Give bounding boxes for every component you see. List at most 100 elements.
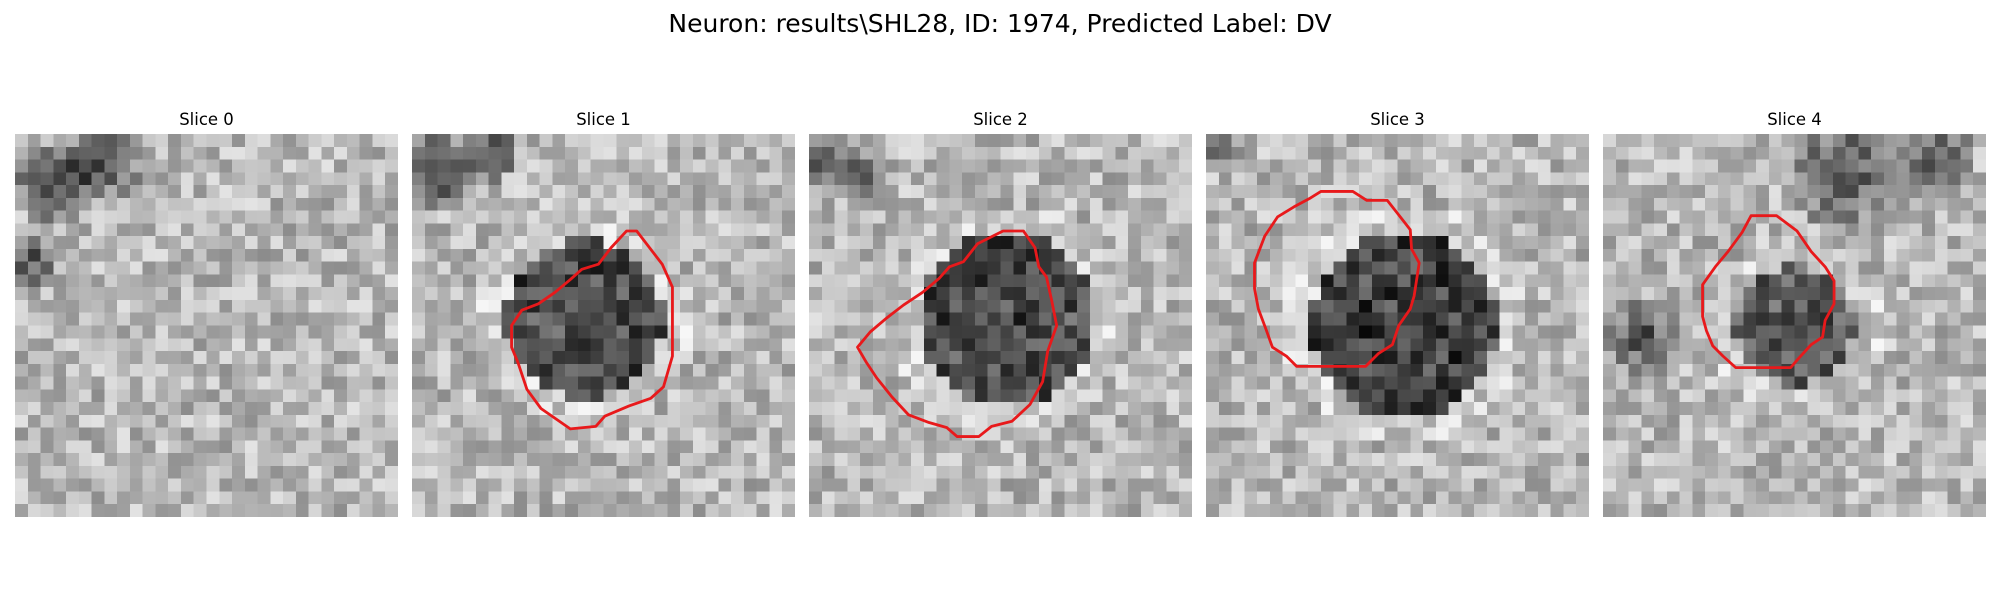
pixel [1641,274,1655,288]
pixel [1115,478,1129,492]
pixel [1384,299,1398,313]
pixel [1282,414,1296,428]
pixel [27,236,41,250]
pixel [692,440,706,454]
pixel [180,261,194,275]
pixel [565,338,579,352]
pixel [1486,351,1500,365]
pixel [782,274,795,288]
pixel [27,287,41,301]
pixel [53,453,67,467]
pixel [244,185,258,199]
pixel [987,197,1001,211]
pixel [1871,223,1885,237]
pixel [1448,146,1462,160]
pixel [1486,465,1500,479]
pixel [526,376,540,390]
pixel [1563,465,1577,479]
pixel [1666,261,1680,275]
pixel [898,376,912,390]
pixel [641,172,655,186]
pixel [590,427,604,441]
pixel [1269,146,1283,160]
pixel [756,185,770,199]
pixel [847,236,861,250]
slice-panel-4: Slice 4 [1603,0,1986,600]
pixel [1922,427,1936,441]
pixel [1832,287,1846,301]
pixel [1282,402,1296,416]
pixel [424,146,438,160]
pixel [1231,210,1245,224]
pixel [1461,197,1475,211]
pixel [987,427,1001,441]
pixel [78,134,92,148]
pixel [1858,134,1872,148]
pixel [1871,351,1885,365]
pixel [756,453,770,467]
pixel [27,159,41,173]
pixel [1717,478,1731,492]
pixel [1013,197,1027,211]
pixel [129,325,143,339]
pixel [731,236,745,250]
pixel [1166,223,1180,237]
pixel [1807,504,1821,517]
pixel [809,453,823,467]
pixel [66,261,80,275]
pixel [463,287,477,301]
pixel [1499,134,1513,148]
pixel [1077,478,1091,492]
pixel [769,274,783,288]
pixel [872,261,886,275]
pixel [117,414,131,428]
pixel [1282,325,1296,339]
pixel [1934,504,1948,517]
pixel [104,287,118,301]
pixel [412,197,426,211]
pixel [1218,440,1232,454]
pixel [1128,491,1142,505]
pixel [1922,402,1936,416]
pixel [1295,351,1309,365]
pixel [1410,351,1424,365]
pixel [1038,185,1052,199]
pixel [1102,197,1116,211]
pixel [1537,146,1551,160]
pixel [1244,159,1258,173]
pixel [27,504,41,517]
pixel [1077,299,1091,313]
pixel [1166,389,1180,403]
pixel [705,363,719,377]
pixel [1435,389,1449,403]
pixel [1947,427,1961,441]
pixel [1064,402,1078,416]
pixel [1320,351,1334,365]
pixel [552,325,566,339]
pixel [1089,197,1103,211]
pixel [847,248,861,262]
pixel [962,325,976,339]
pixel [1423,351,1437,365]
pixel [1179,261,1192,275]
pixel [654,363,668,377]
pixel [1845,261,1859,275]
pixel [809,197,823,211]
pixel [1359,159,1373,173]
pixel [1410,299,1424,313]
pixel [1179,325,1192,339]
pixel [1179,478,1192,492]
pixel [898,197,912,211]
pixel [1781,287,1795,301]
pixel [1346,491,1360,505]
pixel [769,236,783,250]
pixel [1934,299,1948,313]
pixel [1807,134,1821,148]
pixel [372,440,386,454]
pixel [718,197,732,211]
pixel [514,223,528,237]
pixel [860,172,874,186]
pixel [1947,312,1961,326]
pixel [552,376,566,390]
pixel [1051,402,1065,416]
